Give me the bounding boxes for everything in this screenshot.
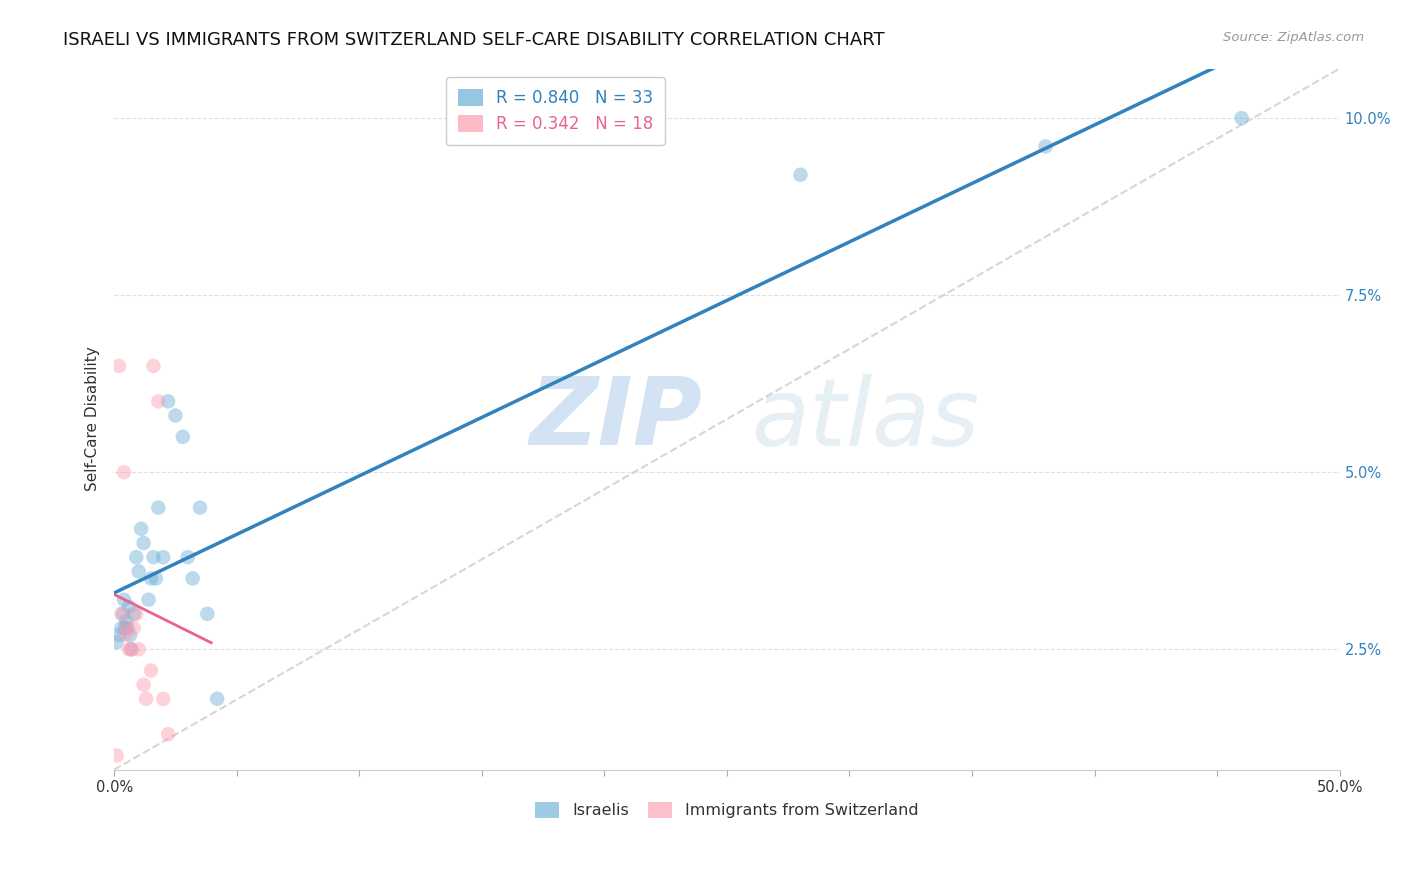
Point xyxy=(135,691,157,706)
Point xyxy=(1230,111,1253,125)
Point xyxy=(125,607,148,621)
Point xyxy=(110,607,132,621)
Point xyxy=(138,592,160,607)
Point xyxy=(139,664,162,678)
Point xyxy=(165,409,187,423)
Point xyxy=(108,628,131,642)
Point xyxy=(145,571,167,585)
Point xyxy=(118,599,141,614)
Point xyxy=(114,621,136,635)
Point xyxy=(115,614,138,628)
Point xyxy=(789,168,811,182)
Point xyxy=(152,550,174,565)
Point xyxy=(120,628,142,642)
Point xyxy=(128,565,150,579)
Point xyxy=(105,748,128,763)
Point xyxy=(129,522,152,536)
Point xyxy=(112,465,135,479)
Point xyxy=(128,642,150,657)
Point xyxy=(172,430,194,444)
Point xyxy=(108,359,131,373)
Point xyxy=(122,607,145,621)
Point xyxy=(188,500,211,515)
Text: ZIP: ZIP xyxy=(530,373,703,465)
Point xyxy=(157,394,180,409)
Point xyxy=(142,550,165,565)
Point xyxy=(112,592,135,607)
Point xyxy=(110,621,132,635)
Point xyxy=(120,642,142,657)
Point xyxy=(117,621,139,635)
Point xyxy=(122,621,145,635)
Point xyxy=(132,678,155,692)
Point xyxy=(111,607,134,621)
Point xyxy=(105,635,128,649)
Point xyxy=(148,394,170,409)
Point xyxy=(114,628,136,642)
Point xyxy=(195,607,218,621)
Point xyxy=(118,642,141,657)
Point xyxy=(132,536,155,550)
Point xyxy=(181,571,204,585)
Text: atlas: atlas xyxy=(751,374,980,465)
Point xyxy=(152,691,174,706)
Point xyxy=(148,500,170,515)
Point xyxy=(177,550,200,565)
Point xyxy=(125,550,148,565)
Legend: Israelis, Immigrants from Switzerland: Israelis, Immigrants from Switzerland xyxy=(529,796,925,825)
Text: Source: ZipAtlas.com: Source: ZipAtlas.com xyxy=(1223,31,1364,45)
Text: ISRAELI VS IMMIGRANTS FROM SWITZERLAND SELF-CARE DISABILITY CORRELATION CHART: ISRAELI VS IMMIGRANTS FROM SWITZERLAND S… xyxy=(63,31,884,49)
Point xyxy=(115,621,138,635)
Point xyxy=(139,571,162,585)
Point xyxy=(205,691,228,706)
Point xyxy=(157,727,180,741)
Point xyxy=(1035,139,1057,153)
Point xyxy=(142,359,165,373)
Point xyxy=(120,642,142,657)
Y-axis label: Self-Care Disability: Self-Care Disability xyxy=(86,347,100,491)
